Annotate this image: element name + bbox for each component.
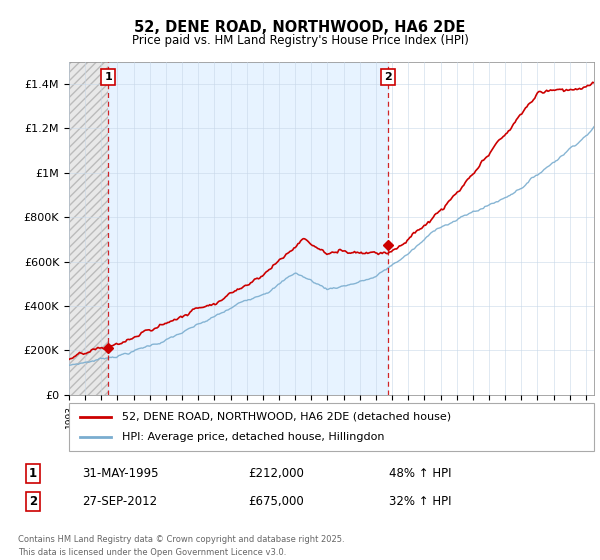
Bar (69, 62, 108, 395)
Text: 52, DENE ROAD, NORTHWOOD, HA6 2DE (detached house): 52, DENE ROAD, NORTHWOOD, HA6 2DE (detac… (121, 412, 451, 422)
Text: Contains HM Land Registry data © Crown copyright and database right 2025.
This d: Contains HM Land Registry data © Crown c… (18, 535, 344, 557)
Text: HPI: Average price, detached house, Hillingdon: HPI: Average price, detached house, Hill… (121, 432, 384, 442)
Text: £675,000: £675,000 (248, 494, 304, 508)
Text: 2: 2 (384, 72, 392, 82)
Text: 1: 1 (104, 72, 112, 82)
Text: 52, DENE ROAD, NORTHWOOD, HA6 2DE: 52, DENE ROAD, NORTHWOOD, HA6 2DE (134, 20, 466, 35)
Bar (69, 62, 108, 395)
Text: 48% ↑ HPI: 48% ↑ HPI (389, 466, 451, 480)
Bar (108, 62, 388, 395)
Text: 1: 1 (29, 466, 37, 480)
Text: £212,000: £212,000 (248, 466, 304, 480)
Text: Price paid vs. HM Land Registry's House Price Index (HPI): Price paid vs. HM Land Registry's House … (131, 34, 469, 46)
Text: 2: 2 (29, 494, 37, 508)
Text: 27-SEP-2012: 27-SEP-2012 (82, 494, 158, 508)
Text: 32% ↑ HPI: 32% ↑ HPI (389, 494, 451, 508)
Text: 31-MAY-1995: 31-MAY-1995 (82, 466, 158, 480)
